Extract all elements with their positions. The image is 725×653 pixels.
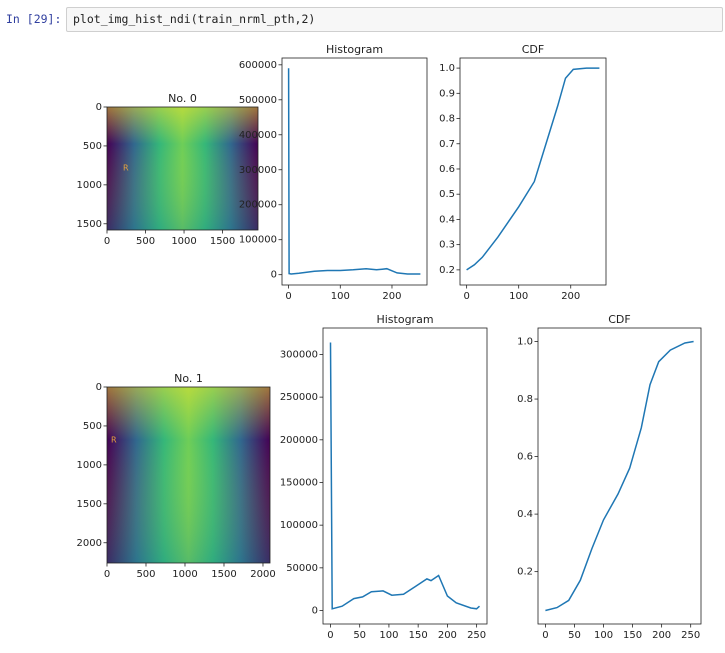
y-tick-label: 400000	[239, 130, 277, 141]
x-tick-label: 0	[463, 291, 469, 302]
x-tick-label: 150	[623, 630, 642, 641]
y-tick-label: 300000	[280, 349, 318, 360]
y-tick-label: 0	[96, 102, 102, 113]
y-tick-label: 150000	[280, 477, 318, 488]
y-tick-label: 100000	[239, 235, 277, 246]
axes-frame	[459, 57, 607, 286]
axes-frame	[106, 386, 271, 564]
y-tick-label: 0.3	[439, 240, 455, 251]
x-tick-label: 0	[542, 630, 548, 641]
y-tick-label: 0.9	[439, 88, 455, 99]
axes-title: CDF	[608, 313, 630, 326]
axes-title: No. 0	[168, 92, 197, 105]
x-tick-label: 0	[327, 630, 333, 641]
axes-frame	[281, 57, 428, 286]
y-tick-label: 0	[96, 382, 102, 393]
x-tick-label: 1500	[210, 236, 235, 247]
y-tick-label: 1000	[77, 180, 102, 191]
y-tick-label: 1.0	[439, 63, 455, 74]
y-tick-label: 0.8	[439, 114, 455, 125]
x-tick-label: 0	[285, 291, 291, 302]
x-tick-label: 50	[353, 630, 366, 641]
x-tick-label: 500	[136, 236, 155, 247]
y-tick-label: 0.6	[517, 452, 533, 463]
x-tick-label: 250	[467, 630, 486, 641]
axes-frame	[106, 106, 259, 231]
y-tick-label: 0	[271, 270, 277, 281]
xray-shade	[107, 107, 258, 230]
x-tick-label: 100	[331, 291, 350, 302]
x-tick-label: 150	[409, 630, 428, 641]
y-tick-label: 200000	[280, 435, 318, 446]
data-line	[466, 67, 600, 271]
y-tick-label: 0.7	[439, 139, 455, 150]
x-tick-label: 500	[136, 569, 155, 580]
x-tick-label: 100	[509, 291, 528, 302]
data-line	[287, 68, 421, 275]
data-line	[329, 342, 481, 610]
y-tick-label: 0.5	[439, 189, 455, 200]
y-tick-label: 2000	[77, 538, 102, 549]
x-tick-label: 1000	[171, 236, 196, 247]
x-tick-label: 250	[681, 630, 700, 641]
code-cell[interactable]: plot_img_hist_ndi(train_nrml_pth,2)	[66, 7, 723, 32]
y-tick-label: 1500	[77, 219, 102, 230]
x-tick-label: 100	[594, 630, 613, 641]
x-tick-label: 50	[568, 630, 581, 641]
x-tick-label: 200	[652, 630, 671, 641]
y-tick-label: 0.2	[517, 567, 533, 578]
axes-frame	[537, 327, 702, 625]
y-tick-label: 1.0	[517, 337, 533, 348]
y-tick-label: 600000	[239, 60, 277, 71]
image-annotation: R	[123, 164, 129, 173]
y-tick-label: 500	[83, 421, 102, 432]
cell-prompt: In [29]:	[6, 12, 62, 26]
axes-title: No. 1	[174, 372, 203, 385]
y-tick-label: 300000	[239, 165, 277, 176]
image-annotation: R	[111, 436, 117, 445]
x-tick-label: 100	[379, 630, 398, 641]
y-tick-label: 0.8	[517, 394, 533, 405]
y-tick-label: 1000	[77, 460, 102, 471]
y-tick-label: 0	[312, 606, 318, 617]
axes-title: Histogram	[376, 313, 433, 326]
y-tick-label: 1500	[77, 499, 102, 510]
y-tick-label: 50000	[286, 563, 318, 574]
axes-title: Histogram	[326, 43, 383, 56]
x-tick-label: 200	[438, 630, 457, 641]
x-tick-label: 0	[104, 236, 110, 247]
y-tick-label: 500	[83, 141, 102, 152]
x-tick-label: 200	[382, 291, 401, 302]
y-tick-label: 500000	[239, 95, 277, 106]
axes-title: CDF	[522, 43, 544, 56]
x-tick-label: 0	[104, 569, 110, 580]
data-line	[545, 340, 694, 612]
y-tick-label: 0.6	[439, 164, 455, 175]
x-tick-label: 200	[561, 291, 580, 302]
x-tick-label: 1500	[211, 569, 236, 580]
y-tick-label: 0.4	[439, 214, 455, 225]
y-tick-label: 100000	[280, 520, 318, 531]
y-tick-label: 0.4	[517, 509, 533, 520]
x-tick-label: 1000	[172, 569, 197, 580]
xray-shade	[107, 387, 270, 563]
x-tick-label: 2000	[250, 569, 275, 580]
y-tick-label: 200000	[239, 200, 277, 211]
y-tick-label: 250000	[280, 392, 318, 403]
axes-frame	[322, 327, 488, 625]
y-tick-label: 0.2	[439, 265, 455, 276]
